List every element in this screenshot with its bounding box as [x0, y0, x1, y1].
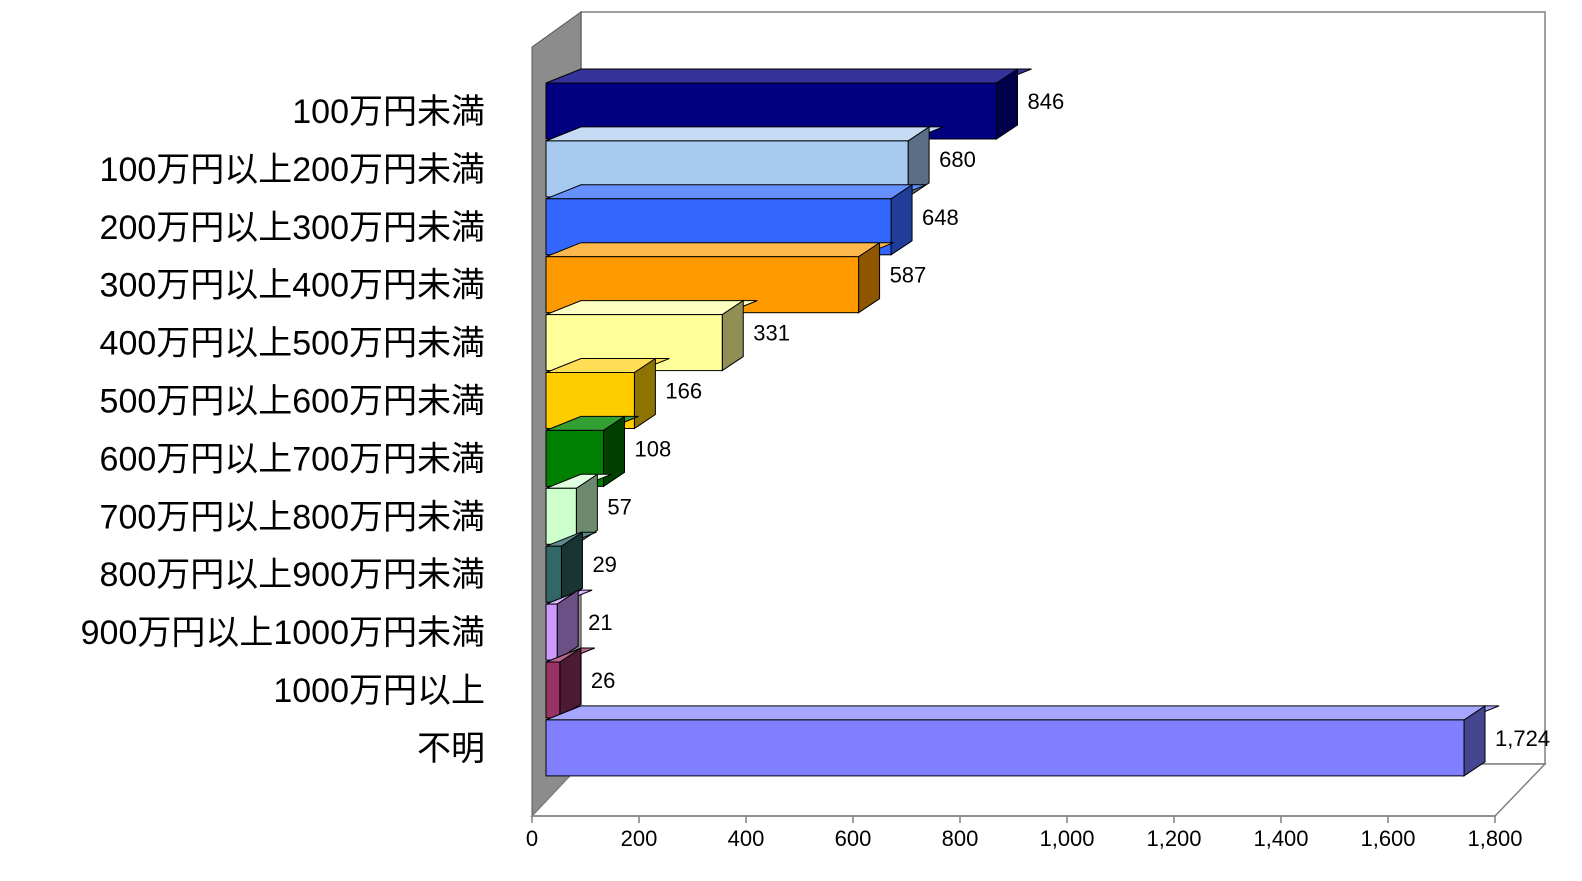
bar-top-face	[545, 126, 944, 142]
value-label: 648	[922, 205, 959, 230]
x-tick-label: 800	[942, 826, 979, 851]
x-axis: 0 200 400 600 800 1,000 1,200 1,400 1,600 1,800	[526, 815, 1523, 851]
x-tick-label: 600	[835, 826, 872, 851]
value-label: 29	[592, 552, 616, 577]
bar-top-face	[545, 242, 894, 258]
bar-10	[545, 589, 593, 662]
x-tick-label: 0	[526, 826, 538, 851]
bar-front-face	[545, 487, 577, 545]
value-label: 108	[635, 436, 672, 461]
value-label: 57	[607, 494, 631, 519]
x-tick-label: 1,200	[1146, 826, 1201, 851]
value-label: 587	[890, 263, 927, 288]
bar-front-face	[545, 603, 558, 661]
category-label: 100万円未満	[292, 93, 485, 131]
category-label: 300万円以上400万円未満	[100, 267, 485, 305]
category-labels: 100万円未満 100万円以上200万円未満 200万円以上300万円未満 300万円…	[81, 93, 485, 768]
bar-12	[545, 704, 1500, 777]
value-label: 1,724	[1495, 726, 1550, 751]
bar-11	[545, 647, 596, 719]
x-tick-label: 1,800	[1467, 826, 1522, 851]
category-label: 400万円以上500万円未満	[100, 325, 485, 363]
category-label: 1000万円以上	[273, 672, 485, 710]
bar-7	[545, 415, 639, 488]
bar-top-face	[545, 68, 1032, 84]
bar-top-face	[545, 705, 1500, 721]
bar-front-face	[545, 719, 1465, 777]
value-labels: 846 680 648 587 331 166 108 57 29 21 26 1,724	[588, 89, 1550, 751]
value-label: 680	[939, 147, 976, 172]
bar-top-face	[545, 184, 927, 200]
bar-8	[545, 473, 612, 546]
value-label: 21	[588, 610, 612, 635]
x-tick-label: 1,000	[1039, 826, 1094, 851]
bar-front-face	[545, 661, 561, 719]
bar-front-face	[545, 545, 562, 603]
category-label: 100万円以上200万円未満	[100, 151, 485, 189]
value-label: 26	[591, 668, 615, 693]
x-tick-label: 1,600	[1360, 826, 1415, 851]
bar-9	[545, 531, 597, 604]
category-label: 800万円以上900万円未満	[100, 556, 485, 594]
x-tick-label: 400	[728, 826, 765, 851]
value-label: 166	[665, 379, 702, 404]
value-label: 846	[1027, 89, 1064, 114]
category-label: 600万円以上700万円未満	[100, 440, 485, 478]
value-label: 331	[753, 321, 790, 346]
category-label: 700万円以上800万円未満	[100, 498, 485, 536]
x-tick-label: 200	[621, 826, 658, 851]
category-label: 900万円以上1000万円未満	[81, 614, 485, 652]
category-label: 500万円以上600万円未満	[100, 383, 485, 421]
category-label: 200万円以上300万円未満	[100, 209, 485, 247]
bar-series	[545, 68, 1500, 777]
category-label: 不明	[417, 730, 485, 768]
x-tick-label: 1,400	[1253, 826, 1308, 851]
